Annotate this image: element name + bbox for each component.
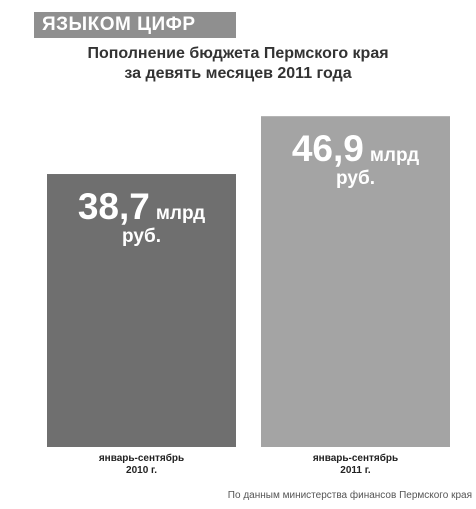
bar-2	[261, 116, 450, 447]
value-unit-1: млрд	[155, 203, 206, 225]
bar-value-label-1: 38,7 млрд руб.	[47, 188, 236, 246]
header-label: ЯЗЫКОМ ЦИФР	[42, 14, 196, 35]
title-line-1: Пополнение бюджета Пермского края	[87, 45, 389, 62]
title-line-2: за девять месяцев 2011 года	[124, 65, 352, 82]
chart-title: Пополнение бюджета Пермского края за дев…	[0, 44, 476, 84]
bar-1	[47, 174, 236, 447]
value-number: 46,9	[291, 128, 364, 170]
source-note: По данным министерства финансов Пермског…	[227, 490, 472, 501]
category-line-1: январь-сентябрь	[312, 453, 399, 464]
category-line-2: 2010 г.	[126, 465, 157, 476]
category-label-2: январь-сентябрь 2011 г.	[261, 453, 450, 477]
value-number: 38,7	[77, 186, 150, 228]
category-line-2: 2011 г.	[340, 465, 371, 476]
value-unit-2: руб.	[336, 168, 375, 190]
value-unit-2: руб.	[122, 226, 161, 248]
category-label-1: январь-сентябрь 2010 г.	[47, 453, 236, 477]
category-line-1: январь-сентябрь	[98, 453, 185, 464]
header-band: ЯЗЫКОМ ЦИФР	[34, 12, 236, 38]
bar-value-label-2: 46,9 млрд руб.	[261, 130, 450, 188]
value-unit-1: млрд	[369, 145, 420, 167]
